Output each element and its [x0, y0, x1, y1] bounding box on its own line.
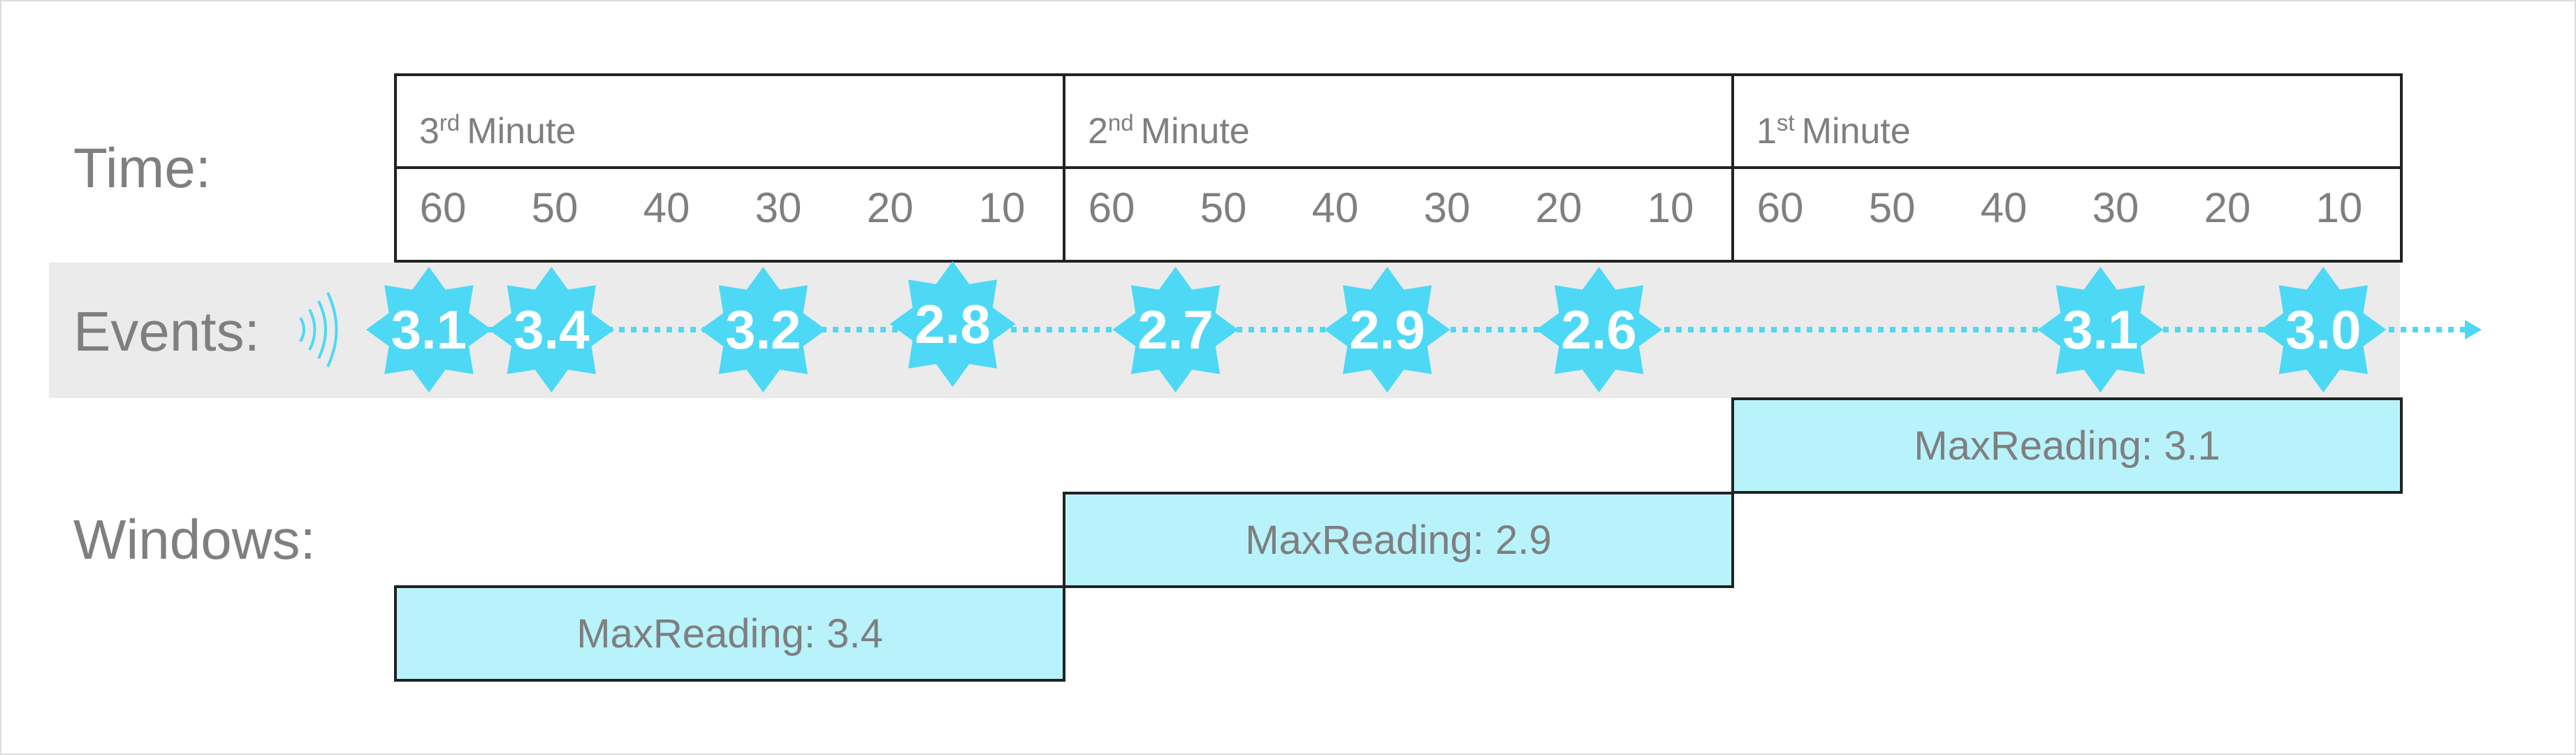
window-box [1731, 397, 2403, 494]
events-row-label: Events: [73, 300, 260, 362]
star-burst-icon [2260, 267, 2387, 393]
minute-header: 3rd Minute [419, 110, 576, 152]
minute-word: Minute [1802, 111, 1911, 152]
window-label: MaxReading: 3.1 [1914, 423, 2220, 469]
event-value: 3.1 [391, 299, 467, 360]
event-value: 2.7 [1137, 299, 1213, 360]
event-value: 3.2 [725, 299, 801, 360]
minute-header: 1st Minute [1756, 110, 1911, 152]
event-value: 3.0 [2285, 299, 2361, 360]
time-tick-label: 60 [1757, 184, 1804, 231]
time-tick-label: 10 [979, 184, 1026, 231]
event-marker: 2.9 [1324, 267, 1450, 393]
time-tick-label: 50 [1200, 184, 1247, 231]
star-burst-icon [2037, 267, 2164, 393]
event-value: 2.9 [1349, 299, 1425, 360]
arrow-right-icon [2465, 320, 2482, 339]
event-value: 2.8 [915, 293, 990, 355]
minute-ordinal-suffix: st [1777, 110, 1795, 135]
time-tick-label: 30 [2093, 184, 2139, 231]
window-label: MaxReading: 3.4 [576, 611, 882, 657]
event-marker: 3.1 [365, 267, 492, 393]
time-tick-label: 30 [755, 184, 802, 231]
minute-header: 2nd Minute [1088, 110, 1250, 152]
event-marker: 3.0 [2260, 267, 2387, 393]
window-box [394, 585, 1065, 682]
time-tick-label: 40 [1981, 184, 2028, 231]
event-marker: 3.4 [488, 267, 615, 393]
time-tick-label: 20 [1536, 184, 1582, 231]
minute-number: 2 [1088, 111, 1108, 152]
events-layer: 3.1 3.4 3.2 2.8 2.7 2.9 2.6 3.1 3.0 [365, 261, 2387, 393]
time-tick-label: 10 [2316, 184, 2363, 231]
minute-word: Minute [467, 111, 576, 152]
event-marker: 3.2 [700, 267, 827, 393]
star-burst-icon [1112, 267, 1239, 393]
star-burst-icon [1324, 267, 1450, 393]
time-tick-label: 50 [1869, 184, 1916, 231]
time-tick-label: 60 [420, 184, 467, 231]
window-label: MaxReading: 2.9 [1245, 518, 1551, 563]
event-marker: 3.1 [2037, 267, 2164, 393]
minute-number: 3 [419, 111, 439, 152]
event-value: 3.4 [514, 299, 589, 360]
event-value: 3.1 [2062, 299, 2138, 360]
event-value: 2.6 [1561, 299, 1636, 360]
windows-row-label: Windows: [73, 508, 316, 571]
signal-waves-icon [299, 292, 338, 367]
minute-ordinal-suffix: rd [439, 110, 460, 135]
time-tick-label: 30 [1424, 184, 1471, 231]
event-marker: 2.8 [889, 261, 1016, 387]
time-row-label: Time: [73, 137, 211, 199]
star-burst-icon [365, 267, 492, 393]
windows-layer: MaxReading: 3.4 MaxReading: 2.9 MaxReading… [394, 397, 2403, 682]
star-burst-icon [700, 267, 827, 393]
star-burst-icon [1536, 267, 1662, 393]
event-marker: 2.6 [1536, 267, 1662, 393]
time-tick-label: 60 [1089, 184, 1135, 231]
minute-word: Minute [1141, 111, 1250, 152]
minute-ordinal-suffix: nd [1108, 110, 1134, 135]
time-tick-label: 40 [1312, 184, 1359, 231]
time-tick-label: 20 [867, 184, 914, 231]
time-tick-label: 50 [532, 184, 578, 231]
star-burst-icon [889, 261, 1016, 387]
window-box [1063, 492, 1734, 588]
minute-number: 1 [1756, 111, 1777, 152]
time-tick-label: 10 [1647, 184, 1694, 231]
time-tick-label: 40 [643, 184, 690, 231]
star-burst-icon [488, 267, 615, 393]
event-marker: 2.7 [1112, 267, 1239, 393]
time-tick-label: 20 [2204, 184, 2251, 231]
